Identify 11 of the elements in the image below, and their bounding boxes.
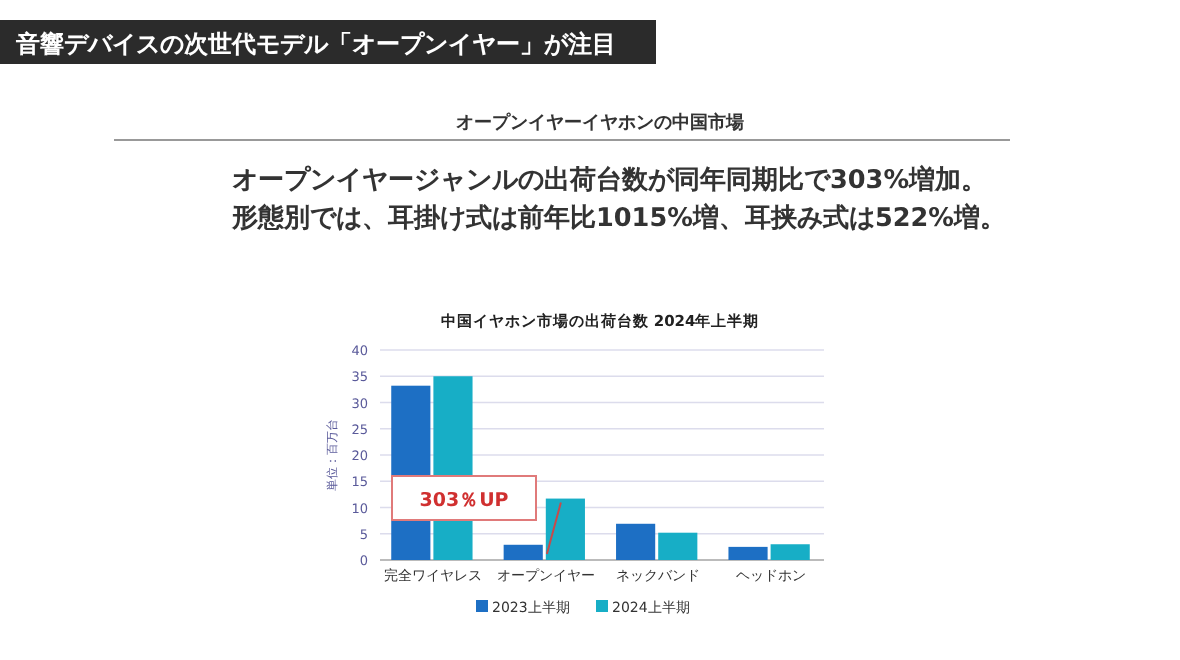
bar — [545, 498, 585, 560]
text: オープンイヤージャンルの出荷台数が同年同期比で303%増加。 — [232, 164, 988, 196]
bar — [503, 544, 543, 560]
bar — [658, 532, 698, 560]
chart-title: 音響デバイスの次世代モデル「オープンイヤー」が注目 — [14, 30, 616, 58]
text: 形態別では、耳掛け式は前年比1015%増、耳挟み式は522%増。 — [230, 202, 1006, 234]
bar — [770, 544, 810, 560]
bar — [728, 546, 768, 560]
chart-subtitle: オープンイヤーイヤホンの中国市場 — [456, 112, 744, 134]
annotation: 303％UP — [419, 490, 509, 512]
bar — [616, 523, 656, 560]
